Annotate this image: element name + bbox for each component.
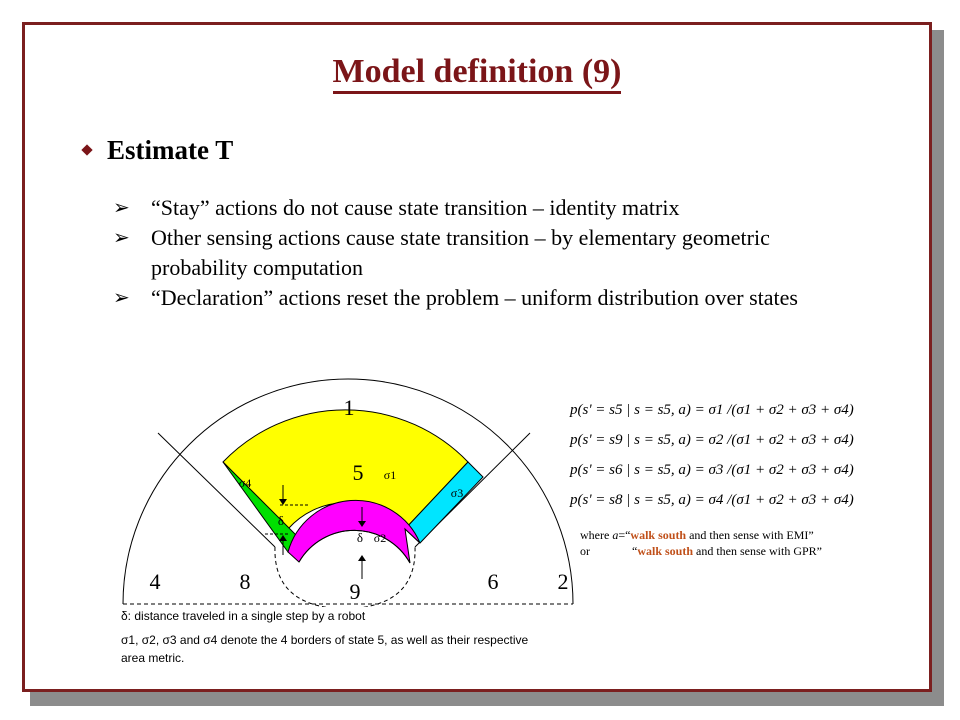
main-bullet: Estimate T: [81, 135, 234, 166]
state-label: 1: [344, 395, 355, 420]
state-diagram: 1 2 4 5 6 8 9 σ1 σ2 σ3 σ4 δ δ: [122, 378, 574, 607]
formula-line: p(s' = s5 | s = s5, a) = σ1 /(σ1 + σ2 + …: [570, 402, 854, 418]
sub-bullet: ➢ “Stay” actions do not cause state trans…: [113, 193, 813, 223]
diamond-bullet-icon: [81, 144, 93, 156]
sub-bullet: ➢ Other sensing actions cause state trans…: [113, 225, 770, 280]
diagram-notes: δ: distance traveled in a single step by…: [121, 607, 551, 673]
probability-formulas: p(s' = s5 | s = s5, a) = σ1 /(σ1 + σ2 + …: [570, 395, 854, 515]
formula-line: p(s' = s9 | s = s5, a) = σ2 /(σ1 + σ2 + …: [570, 432, 854, 448]
sigma-label: σ4: [239, 476, 251, 490]
inner-arc: [298, 529, 411, 564]
sub-bullet: ➢ “Declaration” actions reset the problem…: [113, 283, 813, 313]
outer-arc: [122, 378, 574, 605]
state-label: 4: [150, 569, 161, 594]
arrow-head-icon: [279, 499, 287, 505]
arrow-head-icon: [358, 555, 366, 561]
action-definition-note: where a=“walk south and then sense with …: [580, 528, 822, 558]
delta-label: δ: [357, 530, 363, 545]
slide-title: Model definition (9): [25, 53, 929, 94]
state-label: 9: [350, 579, 361, 604]
state-label: 5: [353, 460, 364, 485]
sigma-label: σ2: [374, 531, 386, 545]
arrow-bullet-icon: ➢: [113, 287, 130, 309]
arrow-bullet-icon: ➢: [113, 227, 130, 249]
arrow-head-icon: [279, 535, 287, 541]
sub-bullet-list: ➢ “Stay” actions do not cause state trans…: [113, 193, 813, 313]
left-diagonal: [157, 432, 276, 548]
formula-line: p(s' = s8 | s = s5, a) = σ4 /(σ1 + σ2 + …: [570, 492, 854, 508]
formula-line: p(s' = s6 | s = s5, a) = σ3 /(σ1 + σ2 + …: [570, 462, 854, 478]
sigma-definition: σ1, σ2, σ3 and σ4 denote the 4 borders o…: [121, 633, 529, 665]
state-label: 6: [488, 569, 499, 594]
sigma-label: σ1: [384, 468, 396, 482]
inner-dashed-arc: [274, 546, 416, 607]
main-bullet-text: Estimate T: [107, 135, 234, 165]
arrow-head-icon: [358, 521, 366, 527]
slide: Model definition (9) Estimate T ➢ “Stay” …: [22, 22, 932, 692]
delta-label: δ: [278, 513, 284, 528]
arrow-bullet-icon: ➢: [113, 197, 130, 219]
delta-definition: δ: distance traveled in a single step by…: [121, 609, 366, 623]
state-label: 8: [240, 569, 251, 594]
sigma-label: σ3: [451, 486, 463, 500]
state-label: 2: [558, 569, 569, 594]
